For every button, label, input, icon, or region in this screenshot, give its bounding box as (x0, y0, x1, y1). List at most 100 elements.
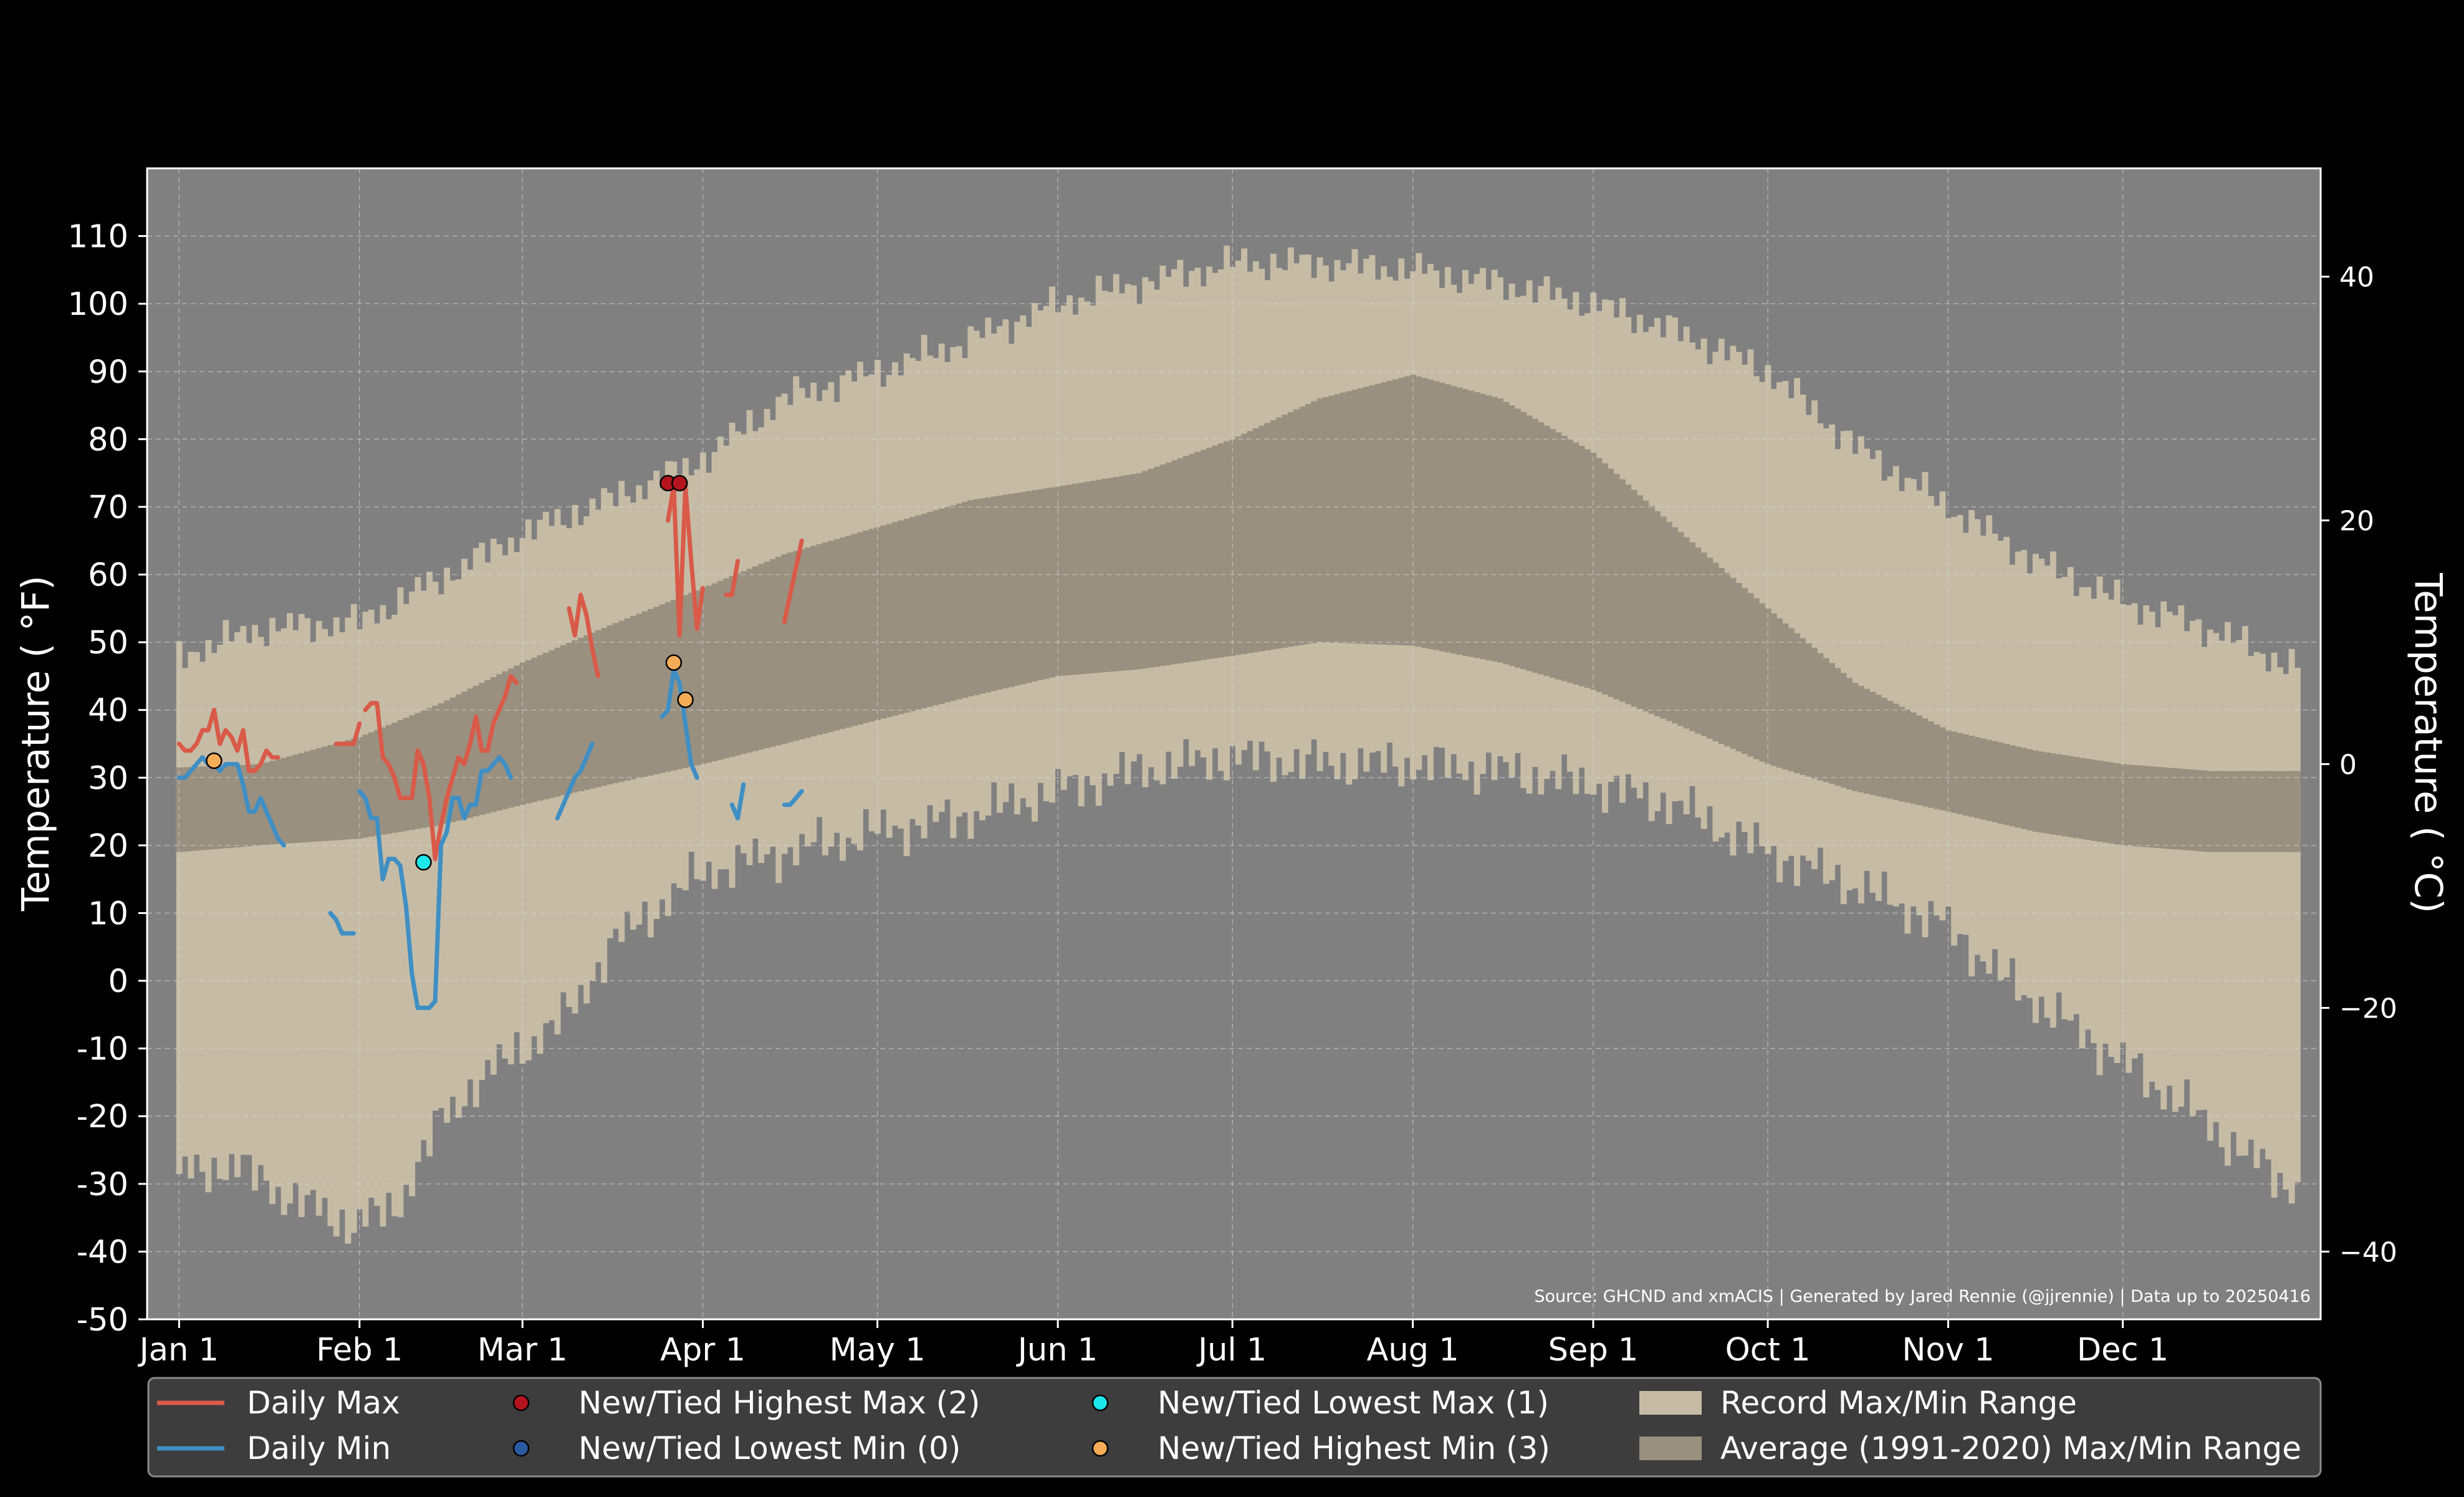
average-bar (234, 765, 241, 847)
average-bar (1067, 484, 1073, 675)
average-bar (380, 727, 386, 835)
average-bar (1154, 466, 1161, 667)
average-bar (1532, 418, 1538, 673)
record-bar (2283, 674, 2289, 1190)
average-bar (1182, 456, 1189, 663)
average-bar (734, 573, 741, 756)
average-bar (723, 578, 730, 759)
x-tick-label: Dec 1 (2077, 1332, 2169, 1369)
average-bar (2131, 765, 2138, 847)
average-bar (502, 671, 509, 809)
average-bar (909, 517, 916, 711)
y-tick-label: -50 (77, 1302, 128, 1339)
average-bar (1619, 479, 1626, 702)
average-bar (1159, 465, 1166, 667)
y-tick-label: 90 (88, 354, 128, 391)
average-bar (252, 764, 258, 846)
average-bar (577, 637, 584, 792)
record-bar (385, 619, 392, 1193)
y-tick-label: 110 (68, 219, 128, 256)
average-bar (810, 546, 817, 737)
average-bar (1124, 474, 1131, 671)
average-bar (804, 547, 811, 738)
average-bar (1287, 412, 1294, 647)
legend-swatch-dot (512, 1394, 530, 1412)
average-bar (1543, 425, 1550, 676)
average-bar (345, 740, 352, 840)
average-bar (1875, 695, 1882, 797)
average-bar (449, 697, 456, 822)
average-bar (2201, 770, 2208, 852)
y-axis-right: −40 −20 0 20 40 (2321, 262, 2397, 1268)
record-bar (2201, 647, 2208, 1110)
average-bar (257, 764, 264, 845)
average-bar (1450, 385, 1457, 654)
average-bar (385, 724, 392, 834)
record-bar (2265, 671, 2272, 1160)
average-bar (519, 662, 526, 805)
average-bar (1008, 493, 1015, 687)
average-bar (2271, 771, 2278, 852)
record-bar (2253, 652, 2260, 1168)
average-bar (1439, 382, 1445, 652)
legend-swatch-dot (1091, 1394, 1109, 1412)
average-bar (2265, 771, 2272, 852)
average-bar (822, 542, 828, 734)
source-note: Source: GHCND and xmACIS | Generated by … (1534, 1287, 2311, 1306)
average-bar (997, 495, 1003, 690)
average-bar (2224, 771, 2231, 852)
record-bar (176, 641, 183, 1174)
legend: Daily Max Daily Min New/Tied Highest Max (… (147, 1377, 2322, 1478)
record-bar (1927, 496, 1934, 902)
average-bar (1165, 462, 1172, 665)
average-bar (2294, 771, 2301, 852)
average-bar (886, 524, 893, 718)
y-axis-label-right: Temperature ( °C) (2406, 572, 2450, 913)
record-bar (2195, 619, 2202, 1110)
average-bar (1794, 633, 1801, 774)
average-bar (1060, 485, 1067, 676)
average-bar (1049, 487, 1056, 678)
average-bar (595, 630, 602, 787)
record-bar (182, 668, 188, 1157)
record-bar (228, 641, 235, 1154)
record-bar (2189, 620, 2196, 1116)
average-bar (950, 505, 957, 701)
average-bar (1241, 433, 1248, 654)
record-bar (1869, 459, 1876, 893)
average-bar (1293, 409, 1300, 646)
average-bar (1887, 700, 1894, 799)
average-bar (1090, 481, 1096, 673)
daily-min-line (328, 911, 356, 936)
average-bar (362, 734, 369, 838)
average-bar (1043, 488, 1050, 679)
x-tick-label: Jul 1 (1196, 1332, 1267, 1369)
average-bar (1136, 473, 1143, 670)
average-bar (903, 518, 910, 713)
average-bar (2195, 769, 2202, 852)
record-bar (2230, 643, 2237, 1132)
average-bar (1416, 376, 1422, 647)
average-bar (1549, 429, 1556, 678)
average-bar (932, 510, 939, 706)
daily-max-line (782, 538, 804, 624)
average-bar (2213, 771, 2220, 852)
chart-subtitle: ID= USC00451395 | LAT= 48.2733 | LON= -1… (549, 124, 1920, 160)
average-bar (898, 520, 904, 715)
average-bar (1922, 718, 1929, 807)
average-bar (2061, 755, 2068, 837)
average-bar (1025, 491, 1032, 683)
legend-swatch-dot (1091, 1440, 1109, 1457)
average-bar (589, 632, 596, 789)
legend-label: Daily Min (247, 1430, 391, 1466)
average-bar (2091, 759, 2097, 841)
record-bar (1794, 378, 1801, 887)
average-bar (1608, 468, 1614, 697)
average-bar (717, 580, 724, 760)
average-bar (2009, 745, 2016, 827)
record-bar (1852, 453, 1859, 888)
average-bar (2067, 756, 2074, 837)
y-tick-label: 100 (68, 286, 128, 323)
average-bar (2149, 766, 2155, 848)
record-bar (327, 636, 334, 1226)
